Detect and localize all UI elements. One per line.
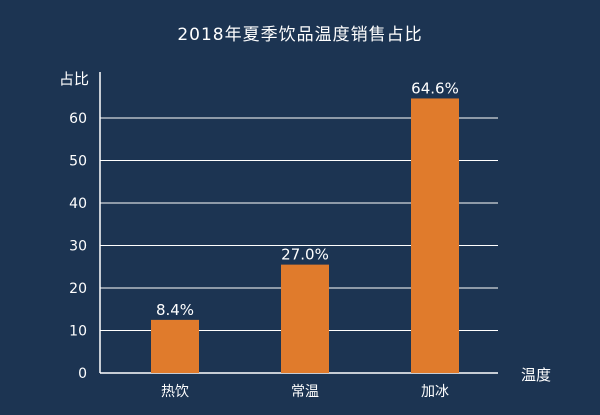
bar-value-label: 8.4% <box>156 301 194 319</box>
bar <box>281 264 329 373</box>
y-axis-label: 占比 <box>59 70 89 88</box>
y-tick-label: 10 <box>69 324 87 340</box>
x-axis-label: 温度 <box>521 366 551 384</box>
bar <box>151 319 199 373</box>
bar-value-label: 27.0% <box>281 246 329 264</box>
chart-title: 2018年夏季饮品温度销售占比 <box>177 25 423 45</box>
y-tick-label: 30 <box>69 239 87 255</box>
bar <box>411 98 459 373</box>
y-tick-label: 60 <box>69 111 87 127</box>
y-tick-label: 50 <box>69 154 87 170</box>
y-tick-label: 20 <box>69 281 87 297</box>
x-tick-label: 加冰 <box>421 384 449 400</box>
bar-value-label: 64.6% <box>411 79 459 97</box>
x-tick-label: 常温 <box>291 384 319 400</box>
y-tick-label: 40 <box>69 196 87 212</box>
x-tick-label: 热饮 <box>161 384 189 400</box>
y-tick-label: 0 <box>78 366 87 382</box>
